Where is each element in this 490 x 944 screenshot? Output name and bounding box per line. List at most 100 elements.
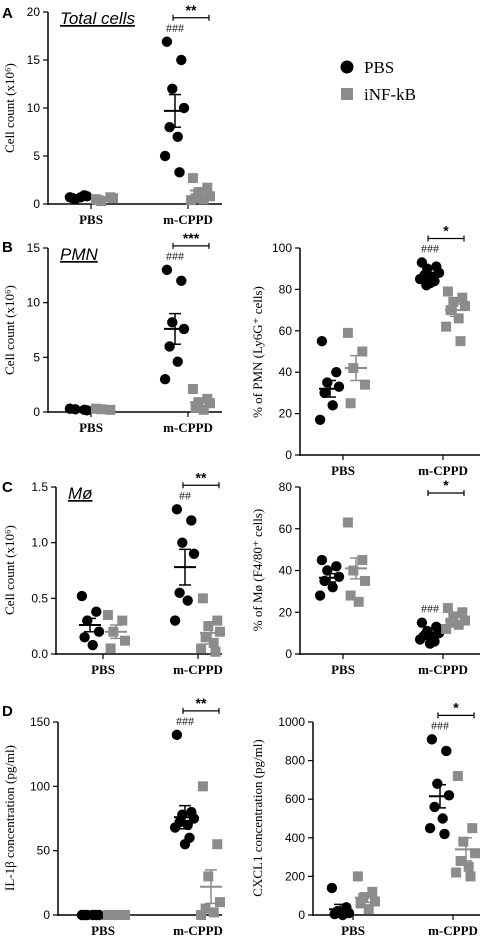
hash-mark: ### (166, 21, 184, 35)
data-point-inf (453, 313, 464, 324)
chart-panel-d-cxcl1: 0 200 400 600 800 1000 PBS m-CPPD CXCL1 concentr… (250, 699, 480, 938)
data-point-inf (203, 871, 214, 882)
sig-label: ** (196, 695, 207, 711)
data-point-pbs (164, 341, 175, 352)
y-axis-label: % of PMN (Ly6G⁺ cells) (250, 286, 265, 418)
data-point-inf (200, 903, 211, 914)
data-point-pbs (93, 626, 105, 637)
data-point-inf (363, 904, 374, 915)
data-point-pbs (429, 801, 440, 813)
data-point-inf (467, 823, 478, 834)
data-point-inf (360, 379, 370, 390)
data-point-inf (348, 565, 359, 576)
data-point-inf (196, 910, 207, 920)
hash-mark: ### (431, 718, 449, 732)
panel-letter-b: B (2, 239, 13, 256)
data-point-inf (90, 403, 101, 414)
legend-marker-1 (341, 88, 353, 100)
data-point-pbs (426, 734, 438, 745)
data-point-inf (342, 327, 353, 338)
data-point-inf (210, 646, 221, 657)
data-point-pbs (414, 634, 426, 645)
y-axis-label: CXCL1 concentration (pg/ml) (250, 739, 265, 896)
x-tick-label: PBS (341, 923, 365, 938)
data-point-pbs (176, 275, 187, 286)
data-point-pbs (169, 615, 181, 626)
x-tick-label: m-CPPD (173, 923, 223, 938)
y-tick-label: 10 (27, 296, 41, 310)
x-tick-label: PBS (91, 662, 115, 677)
data-point-inf (120, 635, 130, 646)
data-point-pbs (327, 582, 338, 593)
data-point-inf (193, 187, 204, 198)
y-axis-label: % of Mø (F4/80⁺ cells) (250, 509, 265, 631)
data-point-pbs (424, 638, 436, 649)
data-point-inf (215, 626, 225, 637)
data-point-pbs (314, 590, 326, 601)
chart-panel-c-percent: 0 20 40 60 80 PBS m-CPPD % of Mø (F4/80⁺ cells)… (250, 477, 480, 677)
data-point-pbs (169, 822, 181, 833)
data-point-inf (208, 637, 219, 648)
data-point-pbs (76, 590, 88, 602)
data-point-inf (212, 615, 223, 626)
data-point-pbs (179, 839, 191, 850)
x-tick-label: PBS (79, 420, 103, 435)
data-point-pbs (174, 167, 185, 178)
data-point-inf (205, 398, 215, 409)
data-point-pbs (416, 617, 428, 628)
y-tick-label: 100 (272, 241, 292, 255)
data-point-pbs (159, 150, 171, 162)
y-tick-label: 15 (27, 53, 41, 67)
data-point-pbs (188, 813, 200, 824)
data-point-pbs (176, 54, 187, 66)
data-point-pbs (161, 36, 173, 47)
data-point-pbs (161, 264, 173, 276)
data-point-pbs (333, 571, 345, 582)
sig-label: ** (186, 2, 197, 18)
x-tick-label: m-CPPD (173, 662, 223, 677)
y-tick-label: 40 (279, 365, 293, 379)
sig-label: ** (196, 469, 207, 485)
data-point-inf (445, 617, 456, 628)
data-point-inf (345, 398, 356, 409)
data-point-inf (198, 194, 209, 205)
legend-label-0: PBS (364, 58, 394, 77)
data-point-inf (208, 907, 219, 918)
data-point-pbs (326, 882, 338, 894)
data-point-inf (441, 623, 452, 634)
data-point-inf (453, 619, 464, 630)
chart-panel-d-il1b: 0 50 100 150 PBS m-CPPD IL-1β concentration (p… (2, 695, 225, 938)
data-point-inf (367, 886, 378, 897)
data-point-inf (442, 286, 453, 297)
data-point-pbs (172, 356, 183, 367)
data-point-pbs (167, 83, 178, 95)
y-tick-label: 60 (279, 324, 293, 338)
data-point-pbs (172, 131, 183, 142)
data-point-inf (448, 296, 459, 307)
data-point-pbs (79, 632, 90, 643)
legend: PBS iNF-kB (340, 58, 416, 104)
data-point-inf (442, 603, 453, 614)
x-tick-label: PBS (79, 212, 103, 227)
data-point-inf (117, 615, 128, 626)
data-point-inf (353, 596, 364, 607)
data-point-inf (205, 191, 215, 202)
x-tick-label: m-CPPD (163, 420, 213, 435)
y-axis-label: IL-1β concentration (pg/ml) (2, 745, 17, 891)
data-point-pbs (186, 515, 197, 526)
data-point-pbs (177, 537, 188, 548)
data-point-pbs (424, 822, 436, 834)
y-tick-label: 800 (285, 754, 305, 768)
sig-label: * (453, 699, 459, 715)
data-point-pbs (333, 381, 345, 392)
chart-title: Total cells (60, 9, 135, 28)
chart-panel-b-count: 0 5 10 15 PBS m-CPPD Cell count (x10⁶) PMN ### **… (2, 230, 222, 435)
data-point-inf (196, 643, 207, 654)
data-point-pbs (316, 335, 328, 347)
hash-mark: ### (166, 249, 184, 263)
chart-title: PMN (60, 245, 99, 264)
y-tick-label: 40 (279, 564, 293, 578)
y-tick-label: 600 (285, 792, 305, 806)
y-tick-label: 0 (33, 405, 40, 419)
